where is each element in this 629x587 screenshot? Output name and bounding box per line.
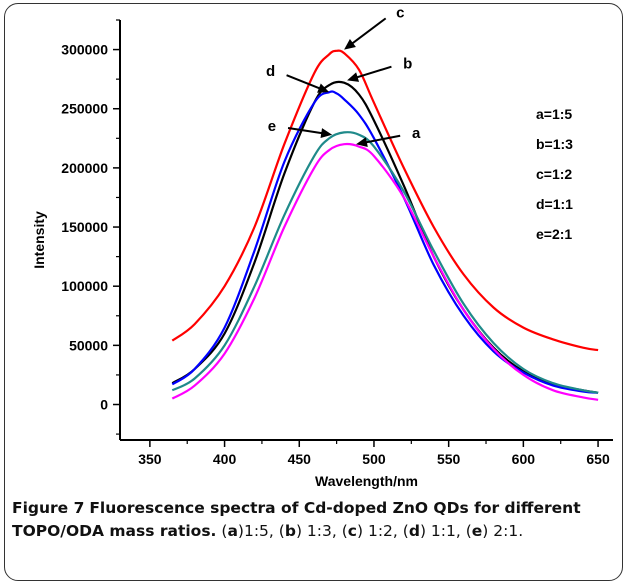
y-tick-label: 0 bbox=[100, 397, 108, 413]
x-tick-label: 450 bbox=[288, 451, 312, 467]
legend-entry: e=2:1 bbox=[536, 226, 572, 242]
figure-caption: Figure 7 Fluorescence spectra of Cd-dope… bbox=[12, 497, 612, 543]
caption-parts: (a)1:5, (b) 1:3, (c) 1:2, (d) 1:1, (e) 2… bbox=[221, 522, 523, 540]
x-tick-label: 400 bbox=[213, 451, 237, 467]
annotation-arrow-c bbox=[347, 18, 385, 47]
y-tick-label: 250000 bbox=[61, 101, 108, 117]
axis-ticks: 350 400 450 500 550 600 650 0 50000 100000 150000 2… bbox=[61, 20, 610, 467]
caption-part-c: (c) 1:2, bbox=[342, 522, 403, 540]
x-tick-label: 350 bbox=[138, 451, 162, 467]
caption-part-a: (a)1:5, bbox=[221, 522, 278, 540]
legend-entry: a=1:5 bbox=[536, 106, 572, 122]
series-line-d bbox=[172, 92, 598, 393]
annotation-arrowhead-c bbox=[344, 39, 356, 50]
annotation-label-c: c bbox=[396, 5, 404, 22]
x-tick-label: 650 bbox=[586, 451, 610, 467]
annotation-label-d: d bbox=[266, 63, 275, 80]
y-tick-label: 200000 bbox=[61, 160, 108, 176]
y-tick-label: 50000 bbox=[69, 337, 108, 353]
legend-layer: a=1:5 b=1:3 c=1:2 d=1:1 e=2:1 bbox=[536, 106, 573, 242]
legend-entry: d=1:1 bbox=[536, 196, 573, 212]
y-tick-label: 300000 bbox=[61, 42, 108, 58]
annotation-layer: c b d e a bbox=[266, 5, 421, 147]
caption-label: Figure 7 bbox=[12, 499, 84, 517]
x-tick-label: 500 bbox=[362, 451, 386, 467]
caption-part-d: (d) 1:1, bbox=[403, 522, 466, 540]
caption-part-b: (b) 1:3, bbox=[279, 522, 342, 540]
annotation-arrowhead-b bbox=[347, 72, 359, 82]
series-layer bbox=[172, 51, 598, 400]
series-line-a bbox=[172, 144, 598, 400]
y-axis-label: Intensity bbox=[31, 211, 47, 269]
legend-entry: c=1:2 bbox=[536, 166, 572, 182]
annotation-label-a: a bbox=[412, 125, 421, 142]
y-tick-label: 150000 bbox=[61, 219, 108, 235]
x-tick-label: 600 bbox=[512, 451, 536, 467]
x-tick-label: 550 bbox=[437, 451, 461, 467]
annotation-label-e: e bbox=[268, 118, 276, 135]
series-line-c bbox=[172, 51, 598, 350]
caption-part-e: (e) 2:1. bbox=[466, 522, 523, 540]
x-axis-label: Wavelength/nm bbox=[315, 473, 418, 489]
legend-entry: b=1:3 bbox=[536, 136, 573, 152]
y-tick-label: 100000 bbox=[61, 278, 108, 294]
annotation-label-b: b bbox=[403, 55, 412, 72]
